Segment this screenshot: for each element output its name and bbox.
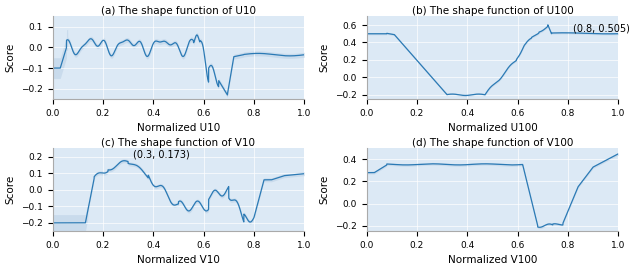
- Title: (a) The shape function of U10: (a) The shape function of U10: [101, 6, 256, 15]
- X-axis label: Normalized U10: Normalized U10: [137, 123, 220, 133]
- Text: (0.8, 0.505): (0.8, 0.505): [573, 24, 630, 34]
- Y-axis label: Score: Score: [6, 43, 15, 72]
- X-axis label: Normalized V100: Normalized V100: [448, 256, 537, 265]
- Title: (b) The shape function of U100: (b) The shape function of U100: [412, 6, 573, 15]
- Title: (d) The shape function of V100: (d) The shape function of V100: [412, 138, 573, 148]
- X-axis label: Normalized V10: Normalized V10: [137, 256, 220, 265]
- Title: (c) The shape function of V10: (c) The shape function of V10: [101, 138, 255, 148]
- Y-axis label: Score: Score: [6, 175, 15, 204]
- Y-axis label: Score: Score: [319, 43, 330, 72]
- X-axis label: Normalized U100: Normalized U100: [447, 123, 538, 133]
- Y-axis label: Score: Score: [319, 175, 330, 204]
- Text: (0.3, 0.173): (0.3, 0.173): [133, 150, 190, 160]
